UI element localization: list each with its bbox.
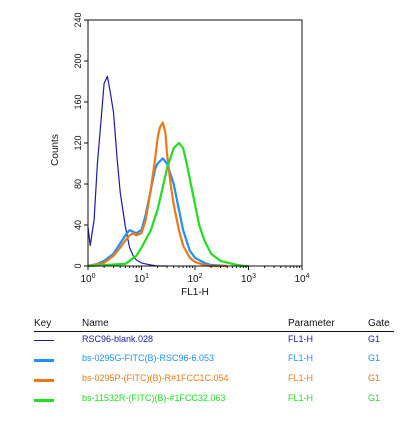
- x-tick-label-100: 102: [187, 273, 202, 285]
- key-swatch: [34, 340, 54, 341]
- key-row: bs-0295G-FITC(B)-RSC96-6.053 FL1-H G1: [0, 353, 400, 373]
- key-row: bs-0295P-(FITC)(B)-R#1FCC1C.054 FL1-H G1: [0, 373, 400, 393]
- key-swatch: [34, 359, 54, 362]
- x-tick-label-10000: 104: [294, 273, 309, 285]
- key-name: RSC96-blank.028: [82, 334, 154, 344]
- histogram-chart: 0 40 80 120 160 200 240 100 101 102 103 104 FL1-H C…: [50, 12, 310, 298]
- key-header-parameter: Parameter: [288, 318, 335, 329]
- key-gate: G1: [368, 334, 381, 344]
- key-header-name: Name: [82, 318, 109, 329]
- series-line-2: [87, 157, 228, 268]
- y-tick-label-120: 120: [73, 135, 83, 150]
- key-header-gate: Gate: [368, 318, 390, 329]
- axes-layer: 0 40 80 120 160 200 240 100 101 102 103 104: [73, 12, 310, 285]
- y-tick-label-200: 200: [73, 53, 83, 68]
- key-parameter: FL1-H: [288, 393, 314, 403]
- key-gate: G1: [368, 353, 381, 363]
- key-swatch: [34, 379, 54, 382]
- key-header-divider: [34, 331, 394, 332]
- key-gate: G1: [368, 393, 381, 403]
- series-line-3: [87, 121, 228, 268]
- series-line-4: [87, 141, 249, 268]
- key-header-key: Key: [34, 318, 52, 329]
- x-tick-label-1: 100: [80, 273, 95, 285]
- key-row: bs-11532R-(FITC)(B)-#1FCC32.063 FL1-H G1: [0, 393, 400, 413]
- series-line-1: [87, 75, 167, 267]
- key-name: bs-11532R-(FITC)(B)-#1FCC32.063: [82, 393, 226, 403]
- key-row: RSC96-blank.028 FL1-H G1: [0, 334, 400, 354]
- key-gate: G1: [368, 373, 381, 383]
- key-swatch: [34, 399, 54, 402]
- series-layer: [87, 75, 249, 268]
- y-axis-label: Counts: [50, 134, 61, 166]
- key-parameter: FL1-H: [288, 373, 314, 383]
- key-name: bs-0295P-(FITC)(B)-R#1FCC1C.054: [82, 373, 229, 383]
- key-parameter: FL1-H: [288, 353, 314, 363]
- plot-frame: [87, 19, 303, 267]
- x-axis-label: FL1-H: [181, 287, 209, 298]
- x-tick-label-1000: 103: [241, 273, 256, 285]
- key-name: bs-0295G-FITC(B)-RSC96-6.053: [82, 353, 215, 363]
- y-tick-label-160: 160: [73, 94, 83, 109]
- y-tick-label-80: 80: [73, 179, 83, 189]
- key-parameter: FL1-H: [288, 334, 314, 344]
- x-tick-label-10: 101: [134, 273, 149, 285]
- y-tick-label-240: 240: [73, 12, 83, 27]
- y-tick-label-0: 0: [73, 263, 83, 268]
- y-tick-label-40: 40: [73, 220, 83, 230]
